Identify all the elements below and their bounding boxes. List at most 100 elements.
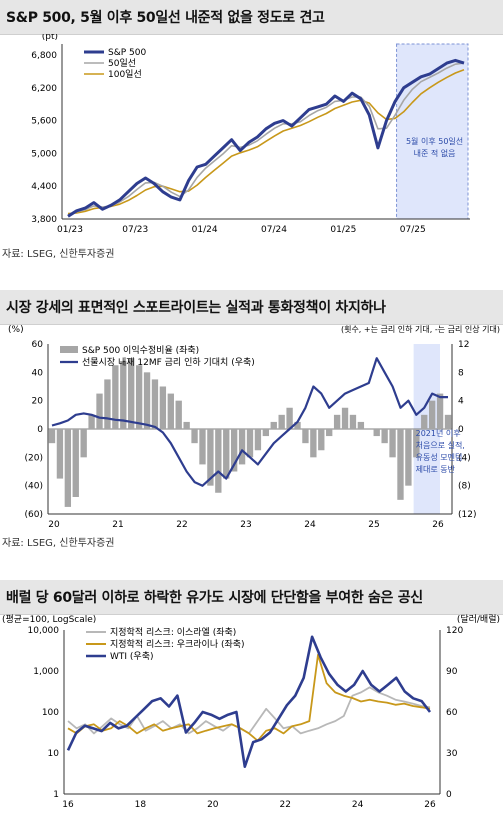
legend-label: 지정학적 리스크: 우크라이나 (좌축) xyxy=(110,638,245,650)
bar xyxy=(254,429,262,451)
bar xyxy=(175,400,182,429)
bar xyxy=(310,429,317,458)
x-tick-label: 24 xyxy=(352,800,364,810)
x-tick-label: 22 xyxy=(279,800,290,810)
x-tick-label: 07/23 xyxy=(122,225,148,235)
series-line xyxy=(67,62,465,216)
panel-earnings: 시장 강세의 표면적인 스포트라이트는 실적과 통화정책이 차지하나 (%) (횟… xyxy=(0,290,503,552)
bar xyxy=(96,393,103,429)
series-line xyxy=(66,635,432,768)
bar xyxy=(64,429,72,507)
x-tick-label: 01/24 xyxy=(192,225,218,235)
bar xyxy=(373,429,380,437)
legend-swatch xyxy=(60,346,78,353)
bar xyxy=(428,400,436,429)
y-tick-right: (8) xyxy=(458,482,471,492)
bar xyxy=(421,414,428,429)
y-tick-right: 30 xyxy=(446,749,458,759)
x-tick-label: 01/23 xyxy=(57,225,83,235)
bar xyxy=(413,429,420,458)
x-tick-label: 16 xyxy=(62,800,74,810)
title-bar-2: 시장 강세의 표면적인 스포트라이트는 실적과 통화정책이 차지하나 xyxy=(0,290,503,325)
y-tick-left: (20) xyxy=(25,453,43,463)
x-tick-label: 07/25 xyxy=(400,225,426,235)
shaded-region xyxy=(396,43,469,220)
bar xyxy=(318,429,325,451)
y-tick-left: 1 xyxy=(53,790,59,800)
y-unit-label: (pt) xyxy=(42,34,58,42)
y-tick-right: (12) xyxy=(458,510,476,520)
bar xyxy=(333,414,341,429)
bar xyxy=(270,421,277,429)
y-tick-left: 60 xyxy=(32,340,44,350)
bar xyxy=(112,365,119,429)
series-line xyxy=(51,357,448,487)
bar xyxy=(357,421,365,429)
y-tick-label: 6,200 xyxy=(31,84,57,94)
bar xyxy=(230,429,238,472)
y-tick-right: 0 xyxy=(446,790,452,800)
y-tick-right: 12 xyxy=(458,340,469,350)
bar xyxy=(48,429,56,444)
bar xyxy=(207,429,214,486)
x-tick-label: 24 xyxy=(304,520,316,530)
y-tick-label: 6,800 xyxy=(31,51,57,61)
y-tick-left: (40) xyxy=(25,482,43,492)
panel-sp500: S&P 500, 5월 이후 50일선 내준적 없을 정도로 견고 5월 이후 … xyxy=(0,0,503,262)
bar xyxy=(80,429,87,458)
chart-title-1: S&P 500, 5월 이후 50일선 내준적 없을 정도로 견고 xyxy=(6,10,325,26)
bar xyxy=(88,414,95,429)
bar xyxy=(444,414,452,429)
bar xyxy=(104,379,111,429)
y-tick-left: 1,000 xyxy=(33,667,59,677)
y-tick-label: 5,600 xyxy=(31,117,57,127)
x-tick-label: 25 xyxy=(368,520,379,530)
panel-oil: 배럴 당 60달러 이하로 하락한 유가도 시장에 단단함을 부여한 숨은 공신… xyxy=(0,580,503,822)
series-line xyxy=(67,68,465,215)
bar xyxy=(389,429,396,458)
bar xyxy=(436,393,444,429)
bar xyxy=(341,407,349,429)
y-tick-left: 10,000 xyxy=(28,626,60,636)
bar xyxy=(128,358,135,429)
shade-label: 2021년 이후 처음으로 실적, 유동성 모멘텀 제대로 동반 xyxy=(416,428,465,474)
source-2: 자료: LSEG, 신한투자증권 xyxy=(2,538,115,549)
bar xyxy=(215,429,222,493)
y-tick-right: 4 xyxy=(458,397,464,407)
bar xyxy=(135,365,143,429)
y-tick-left: (60) xyxy=(25,510,43,520)
x-tick-label: 22 xyxy=(176,520,187,530)
y-tick-left: 20 xyxy=(32,397,44,407)
bar xyxy=(294,421,301,429)
bar xyxy=(326,429,333,437)
x-tick-label: 20 xyxy=(207,800,219,810)
chart-3-svg: (평균=100, LogScale) (달러/배럴)10,0001,0001001… xyxy=(2,614,500,810)
chart-2-svg: (%) (횟수, +는 금리 인하 기대, -는 금리 인상 기대)6040200… xyxy=(8,324,500,530)
legend-label: 선물시장 내재 12MF 금리 인하 기대치 (우축) xyxy=(82,356,255,368)
bar xyxy=(238,429,246,465)
y-unit-right: (횟수, +는 금리 인하 기대, -는 금리 인상 기대) xyxy=(341,324,500,334)
bar xyxy=(56,429,64,479)
bar xyxy=(397,429,404,500)
y-tick-right: 120 xyxy=(446,626,463,636)
bar xyxy=(143,372,151,429)
y-tick-label: 4,400 xyxy=(31,182,57,192)
x-tick-label: 21 xyxy=(112,520,123,530)
title-bar-1: S&P 500, 5월 이후 50일선 내준적 없을 정도로 견고 xyxy=(0,0,503,35)
y-tick-left: 40 xyxy=(32,368,44,378)
legend-label: 지정학적 리스크: 이스라엘 (좌축) xyxy=(110,626,236,638)
bar xyxy=(159,386,167,429)
chart-title-2: 시장 강세의 표면적인 스포트라이트는 실적과 통화정책이 차지하나 xyxy=(6,300,386,316)
y-tick-left: 0 xyxy=(37,425,43,435)
bar xyxy=(191,429,198,444)
x-tick-label: 07/24 xyxy=(261,225,287,235)
x-tick-label: 26 xyxy=(424,800,436,810)
legend-label: S&P 500 이익수정비율 (좌축) xyxy=(82,344,199,356)
series-line xyxy=(67,58,465,218)
bar xyxy=(278,414,285,429)
bar xyxy=(72,429,79,497)
x-tick-label: 20 xyxy=(48,520,60,530)
bar xyxy=(286,407,293,429)
x-tick-label: 01/25 xyxy=(330,225,356,235)
x-tick-label: 18 xyxy=(135,800,147,810)
